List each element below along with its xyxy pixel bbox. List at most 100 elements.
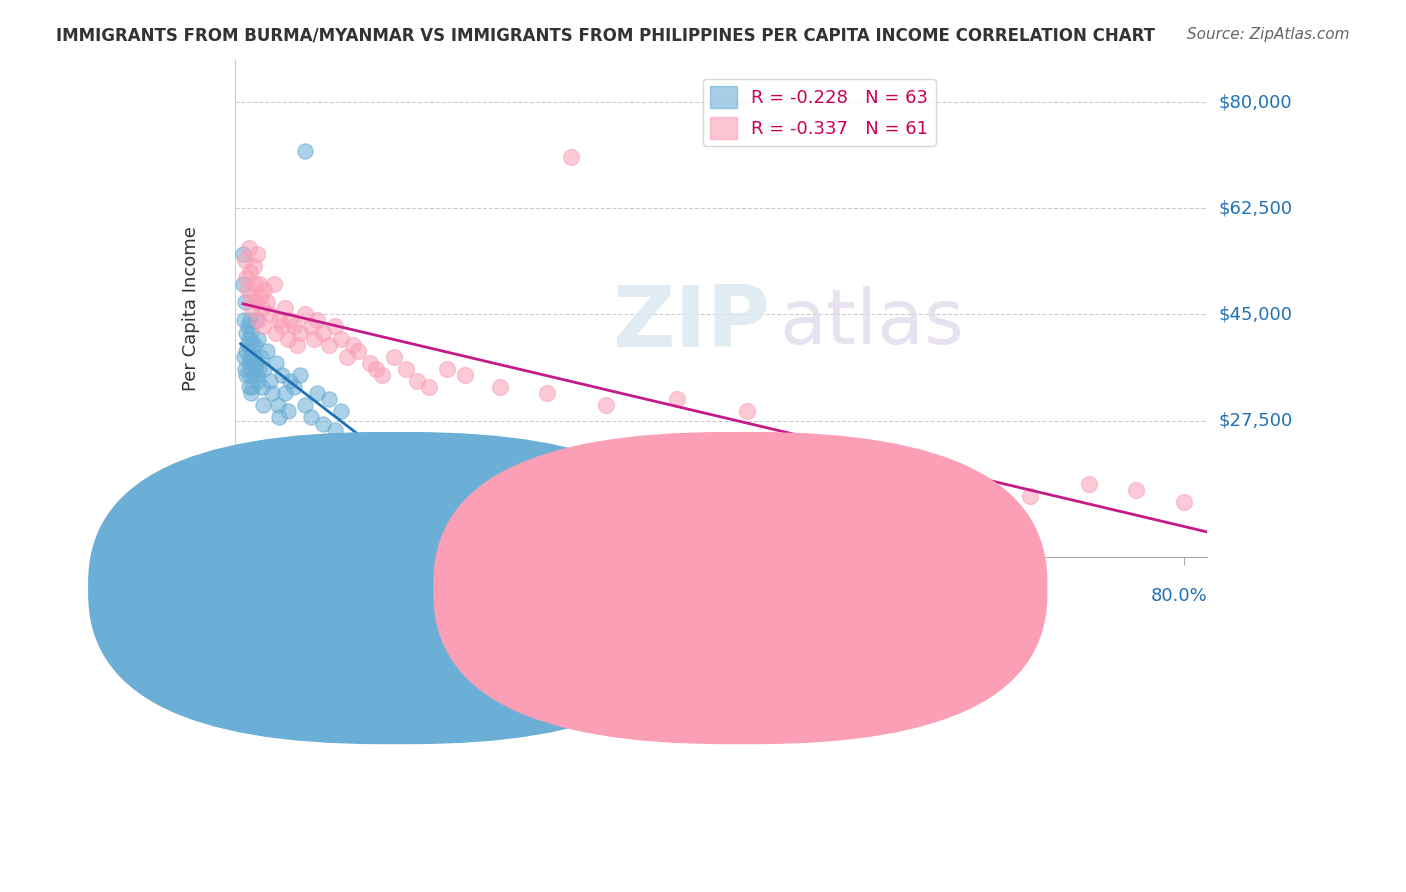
Point [232, 246, 254, 260]
Point [243, 337, 266, 351]
Point [250, 380, 273, 394]
Point [294, 307, 316, 321]
Text: $62,500: $62,500 [1219, 199, 1292, 218]
FancyBboxPatch shape [89, 433, 702, 744]
Point [240, 301, 263, 316]
Text: 80.0%: 80.0% [1150, 587, 1208, 605]
Point [242, 368, 264, 382]
Point [294, 144, 316, 158]
Point [294, 398, 316, 412]
Point [277, 332, 299, 346]
Point [264, 326, 287, 340]
Point [242, 259, 264, 273]
Point [239, 350, 262, 364]
Point [262, 386, 284, 401]
Point [236, 283, 259, 297]
Text: Per Capita Income: Per Capita Income [181, 226, 200, 391]
Point [318, 392, 340, 407]
Point [240, 380, 263, 394]
Point [249, 362, 271, 376]
Point [238, 356, 260, 370]
Point [283, 380, 305, 394]
Point [302, 332, 325, 346]
Point [288, 368, 311, 382]
Point [240, 337, 263, 351]
Point [418, 380, 440, 394]
Point [249, 350, 271, 364]
Point [240, 289, 263, 303]
Point [274, 301, 297, 316]
Point [240, 386, 263, 401]
Point [285, 337, 308, 351]
Point [299, 319, 322, 334]
Point [245, 356, 267, 370]
Point [232, 277, 254, 291]
Point [274, 386, 297, 401]
Point [406, 374, 429, 388]
Point [235, 326, 257, 340]
Point [239, 313, 262, 327]
Point [233, 295, 256, 310]
Point [595, 398, 617, 412]
FancyBboxPatch shape [434, 433, 1046, 744]
Point [233, 362, 256, 376]
Point [436, 362, 458, 376]
Point [233, 252, 256, 267]
Point [239, 265, 262, 279]
Point [737, 404, 759, 418]
Point [477, 508, 499, 522]
Point [329, 404, 352, 418]
Text: Immigrants from Philippines: Immigrants from Philippines [740, 587, 994, 605]
Point [242, 350, 264, 364]
Point [1078, 477, 1101, 491]
Point [249, 289, 271, 303]
Point [394, 362, 416, 376]
Point [247, 313, 270, 327]
Point [233, 350, 256, 364]
Point [269, 313, 291, 327]
Point [238, 241, 260, 255]
Point [283, 319, 305, 334]
Point [259, 374, 281, 388]
Point [1125, 483, 1147, 498]
Point [329, 332, 352, 346]
Point [394, 477, 416, 491]
Point [1173, 495, 1195, 509]
Text: Source: ZipAtlas.com: Source: ZipAtlas.com [1187, 27, 1350, 42]
Point [288, 326, 311, 340]
Legend: R = -0.228   N = 63, R = -0.337   N = 61: R = -0.228 N = 63, R = -0.337 N = 61 [703, 78, 935, 146]
Point [418, 489, 440, 503]
Point [233, 313, 256, 327]
Point [366, 362, 388, 376]
Point [240, 362, 263, 376]
Point [560, 150, 582, 164]
Point [267, 398, 290, 412]
Point [278, 313, 301, 327]
Point [270, 368, 292, 382]
Point [299, 410, 322, 425]
Point [239, 368, 262, 382]
Point [252, 319, 274, 334]
Point [807, 477, 830, 491]
Point [264, 356, 287, 370]
Text: 0.0%: 0.0% [235, 587, 280, 605]
Point [536, 386, 558, 401]
Text: $45,000: $45,000 [1219, 305, 1292, 324]
Point [238, 380, 260, 394]
Point [245, 313, 267, 327]
Point [247, 374, 270, 388]
Point [489, 380, 512, 394]
Text: ZIP: ZIP [612, 282, 769, 365]
Point [336, 350, 359, 364]
Text: atlas: atlas [779, 286, 965, 360]
Point [277, 404, 299, 418]
Text: IMMIGRANTS FROM BURMA/MYANMAR VS IMMIGRANTS FROM PHILIPPINES PER CAPITA INCOME C: IMMIGRANTS FROM BURMA/MYANMAR VS IMMIGRA… [56, 27, 1156, 45]
Point [323, 319, 346, 334]
Point [263, 277, 285, 291]
Point [318, 337, 340, 351]
Point [453, 368, 475, 382]
Point [307, 386, 329, 401]
Point [253, 283, 276, 297]
Point [877, 495, 900, 509]
Point [247, 332, 270, 346]
